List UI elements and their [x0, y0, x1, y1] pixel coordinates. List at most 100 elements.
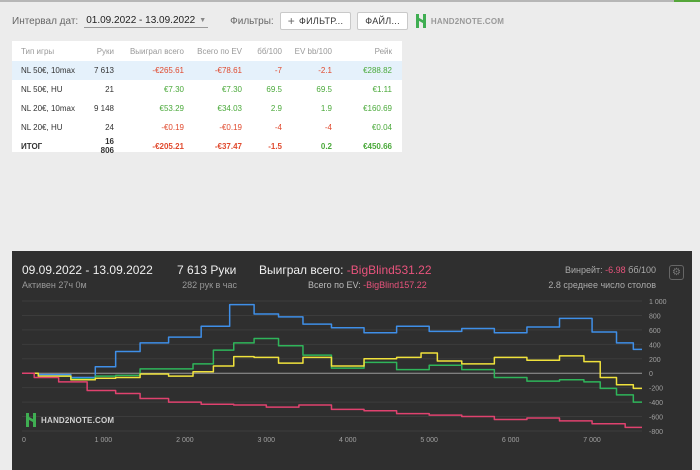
table-row[interactable]: NL 50€, HU 21 €7.30 €7.30 69.5 69.5 €1.1… — [12, 80, 402, 99]
series-line-0 — [22, 303, 642, 379]
y-tick-label: 1 000 — [649, 299, 667, 306]
graph-hands-rate: 282 рук в час — [182, 280, 237, 290]
col-header-game-type[interactable]: Тип игры — [21, 46, 55, 56]
y-tick-label: -400 — [649, 400, 663, 407]
toolbar: Интервал дат: 01.09.2022 - 13.09.2022 ▼ … — [12, 10, 504, 32]
cell-ev: €7.30 — [221, 85, 242, 94]
graph-winrate-label: Винрейт: — [564, 265, 603, 275]
x-tick-label: 6 000 — [502, 437, 520, 444]
graph-ev: Всего по EV: -BigBlind157.22 — [308, 280, 427, 290]
table-total-row: ИТОГ 16 806 -€205.21 -€37.47 -1.5 0.2 €4… — [12, 137, 402, 155]
cell-evbb100: -4 — [324, 123, 332, 132]
cell-bb100: -7 — [252, 61, 292, 80]
graph-hands: 7 613 Руки — [177, 263, 237, 277]
graph-won-value: -BigBlind531.22 — [346, 263, 432, 277]
logo-text: HAND2NOTE.COM — [430, 16, 505, 26]
x-tick-label: 5 000 — [420, 437, 438, 444]
cell-evbb100: 69.5 — [316, 85, 332, 94]
table-row[interactable]: NL 20€, HU 24 -€0.19 -€0.19 -4 -4 €0.04 — [12, 118, 402, 137]
profit-graph-panel: 1 000 800 600 400 200 0 -200 -400 -600 -800 0 1 000… — [12, 251, 692, 470]
date-range-value: 01.09.2022 - 13.09.2022 — [86, 14, 196, 26]
col-header-evbb100[interactable]: EV bb/100 — [294, 46, 332, 56]
hand2note-logo-icon — [24, 412, 38, 428]
filters-label: Фильтры: — [230, 15, 274, 27]
table-row[interactable]: NL 50€, 10max 7 613 -€265.61 -€78.61 -7 … — [12, 61, 402, 80]
col-header-hands[interactable]: Руки — [96, 46, 114, 56]
col-header-rake[interactable]: Рейк — [374, 46, 392, 56]
cell-hands: 24 — [105, 123, 114, 132]
hand2note-logo-icon — [414, 13, 428, 29]
cell-hands: 9 148 — [93, 104, 114, 113]
cell-won: €7.30 — [163, 85, 184, 94]
y-tick-label: 600 — [649, 328, 661, 335]
col-header-bb100[interactable]: бб/100 — [257, 46, 282, 56]
cell-ev: -€78.61 — [194, 61, 252, 80]
cell-bb100: -4 — [274, 123, 282, 132]
cell-hands: 21 — [105, 85, 114, 94]
cell-won: -€0.19 — [161, 123, 184, 132]
graph-date-range: 09.09.2022 - 13.09.2022 — [22, 263, 153, 277]
cell-ev: -€0.19 — [219, 123, 242, 132]
y-tick-label: -600 — [649, 415, 663, 422]
cell-rake: €288.82 — [342, 61, 402, 80]
cell-game-type: NL 50€, HU — [21, 85, 63, 94]
total-ev: -€37.47 — [214, 141, 242, 151]
file-button-label: ФАЙЛ... — [365, 16, 400, 26]
col-header-ev[interactable]: Всего по EV — [197, 46, 242, 56]
filter-button[interactable]: + ФИЛЬТР... — [279, 12, 352, 30]
graph-won-label: Выиграл всего: — [259, 263, 344, 277]
total-won: -€205.21 — [152, 141, 184, 151]
stats-table: Тип игры Руки Выиграл всего Всего по EV … — [12, 41, 402, 155]
y-tick-label: 400 — [649, 342, 661, 349]
series-line-1 — [22, 337, 642, 403]
series-line-3 — [22, 372, 642, 429]
watermark-text: HAND2NOTE.COM — [41, 415, 115, 425]
cell-game-type: NL 50€, 10max — [12, 61, 92, 80]
profit-chart[interactable]: 1 000 800 600 400 200 0 -200 -400 -600 -800 0 1 000… — [12, 251, 692, 470]
cell-won: €53.29 — [159, 104, 184, 113]
graph-ev-label: Всего по EV: — [308, 280, 361, 290]
cell-evbb100: 1.9 — [320, 104, 332, 113]
interval-label: Интервал дат: — [12, 15, 79, 27]
graph-won: Выиграл всего: -BigBlind531.22 — [259, 263, 432, 277]
graph-winrate-unit: бб/100 — [628, 265, 656, 275]
plus-icon: + — [287, 14, 296, 28]
cell-game-type: NL 20€, HU — [21, 123, 63, 132]
table-header-row: Тип игры Руки Выиграл всего Всего по EV … — [12, 41, 402, 61]
x-tick-label: 7 000 — [583, 437, 601, 444]
x-tick-label: 1 000 — [95, 437, 113, 444]
stats-table-panel: Тип игры Руки Выиграл всего Всего по EV … — [12, 41, 402, 155]
graph-winrate: Винрейт: -6.98 бб/100 — [565, 265, 656, 275]
y-tick-label: 0 — [649, 371, 653, 378]
x-tick-label: 2 000 — [176, 437, 194, 444]
cell-evbb100: -2.1 — [292, 61, 342, 80]
y-tick-label: 200 — [649, 357, 661, 364]
graph-active-time: Активен 27ч 0м — [22, 280, 87, 290]
cell-rake: €0.04 — [371, 123, 392, 132]
total-label: ИТОГ — [21, 141, 43, 151]
cell-bb100: 69.5 — [266, 85, 282, 94]
graph-watermark: HAND2NOTE.COM — [24, 412, 114, 428]
series-line-2 — [22, 352, 642, 390]
cell-bb100: 2.9 — [270, 104, 282, 113]
graph-winrate-value: -6.98 — [605, 265, 626, 275]
cell-ev: €34.03 — [217, 104, 242, 113]
x-tick-label: 4 000 — [339, 437, 357, 444]
y-tick-label: -800 — [649, 429, 663, 436]
filter-button-label: ФИЛЬТР... — [299, 16, 344, 26]
graph-avg-tables: 2.8 среднее число столов — [548, 280, 656, 290]
total-rake: €450.66 — [363, 141, 392, 151]
gear-icon[interactable]: ⚙ — [669, 265, 684, 280]
file-button[interactable]: ФАЙЛ... — [357, 12, 408, 30]
total-bb100: -1.5 — [268, 141, 282, 151]
hand2note-logo: HAND2NOTE.COM — [414, 13, 504, 29]
y-tick-label: 800 — [649, 313, 661, 320]
cell-rake: €1.11 — [372, 85, 392, 94]
top-accent — [674, 0, 700, 2]
cell-hands: 7 613 — [92, 61, 124, 80]
chevron-down-icon: ▼ — [199, 16, 207, 24]
total-evbb100: 0.2 — [320, 141, 332, 151]
table-row[interactable]: NL 20€, 10max 9 148 €53.29 €34.03 2.9 1.… — [12, 99, 402, 118]
col-header-won[interactable]: Выиграл всего — [129, 46, 184, 56]
date-range-picker[interactable]: 01.09.2022 - 13.09.2022 ▼ — [84, 14, 209, 28]
